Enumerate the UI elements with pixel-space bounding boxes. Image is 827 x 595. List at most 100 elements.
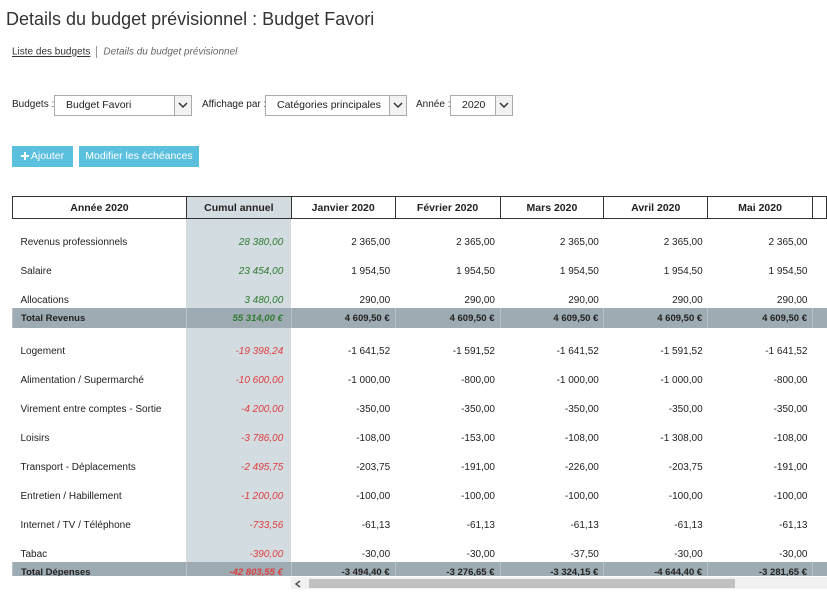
data-row: Alimentation / Supermarché -10 600,00 -1 0… [13, 359, 827, 388]
cumul-cell: 55 314,00 € [185, 308, 292, 328]
cumul-cell: -2 495,75 [186, 446, 292, 475]
month-cell: 1 954,50 [768, 266, 808, 277]
month-cell: -61,13 [466, 520, 495, 531]
month-cell: -3 494,40 € [290, 562, 396, 576]
month-cell: 2 365,00 [559, 237, 599, 248]
cumul-cell: -42 803,55 € [185, 562, 292, 576]
overflow-cell [812, 219, 826, 250]
month-cell: -30,00 [466, 549, 495, 560]
month-cell: -800,00 [773, 375, 808, 386]
spacer-cell [186, 218, 292, 219]
month-cell: 4 609,50 € [707, 308, 813, 328]
month-cell: -3 276,65 € [394, 562, 500, 576]
overflow-cell [812, 359, 826, 388]
filter-label: Budgets : [12, 99, 55, 110]
button-label: Ajouter [30, 150, 65, 162]
month-cell: 290,00 [464, 295, 495, 306]
month-cell: -1 308,00 [660, 433, 703, 444]
month-cell: -30,00 [674, 549, 703, 560]
month-cell: -108,00 [356, 433, 391, 444]
data-row: Tabac -390,00 -30,00 -30,00 -37,50 -30,00 -30,… [13, 533, 827, 562]
overflow-cell [812, 533, 826, 562]
month-cell: 4 609,50 € [603, 308, 708, 328]
chevron [389, 96, 406, 115]
month-cell: -61,13 [361, 520, 391, 531]
overflow-cell [812, 250, 826, 279]
header-cell: Mai 2020 [707, 196, 813, 219]
select-value: Catégories principales [277, 99, 381, 111]
month-cell: -100,00 [461, 491, 495, 502]
month-cell: -350,00 [356, 404, 391, 415]
month-cell: -37,50 [570, 549, 599, 560]
month-cell: 290,00 [568, 295, 599, 306]
month-cell: -1 000,00 [556, 375, 599, 386]
plus-icon [20, 151, 29, 160]
breadcrumb-current: Details du budget prévisionnel [103, 46, 238, 58]
month-cell: -61,13 [779, 520, 808, 531]
overflow-cell [812, 279, 826, 308]
month-cell: 290,00 [359, 295, 391, 306]
month-cell: -61,13 [570, 520, 599, 531]
total-row: Total Dépenses -42 803,55 € -3 494,40 € -3 … [12, 562, 827, 576]
month-cell: -100,00 [668, 491, 703, 502]
month-cell: -100,00 [773, 491, 808, 502]
month-cell: -30,00 [361, 549, 391, 560]
budget-table: Année 2020 Cumul annuel Janvier 2020 Févrie… [12, 196, 827, 576]
month-cell: 2 365,00 [351, 237, 391, 248]
row-label: Transport - Déplacements [20, 462, 136, 473]
header-cell: Avril 2020 [603, 196, 709, 219]
month-cell: -3 324,15 € [499, 562, 604, 576]
header-cell: Année 2020 [12, 196, 187, 219]
add-button[interactable]: Ajouter [12, 146, 73, 167]
month-cell: 2 365,00 [768, 237, 808, 248]
month-cell: 1 954,50 [456, 266, 495, 277]
cumul-cell: -390,00 [186, 533, 292, 562]
edit-button[interactable]: Modifier les échéances [79, 146, 199, 167]
month-cell: 1 954,50 [559, 266, 599, 277]
spacer [13, 218, 827, 219]
display-select[interactable]: Catégories principales [265, 95, 407, 116]
button-label: Modifier les échéances [85, 150, 193, 162]
month-cell: -3 281,65 € [707, 562, 813, 576]
filter-label: Affichage par : [202, 99, 267, 110]
data-row: Loisirs -3 786,00 -108,00 -153,00 -108,00 -1 … [13, 417, 827, 446]
chevron [495, 96, 512, 115]
cumul-cell: -19 398,24 [186, 328, 292, 359]
header-cell [811, 196, 827, 219]
row-label: Total Revenus [12, 308, 187, 328]
data-row: Salaire 23 454,00 1 954,50 1 954,50 1 954,50… [13, 250, 827, 279]
month-cell: -153,00 [461, 433, 495, 444]
month-cell: -191,00 [461, 462, 495, 473]
month-cell: -1 000,00 [347, 375, 391, 386]
overflow-cell [811, 562, 827, 576]
overflow-cell [812, 328, 826, 359]
month-cell: 4 609,50 € [394, 308, 500, 328]
month-cell: 2 365,00 [456, 237, 495, 248]
cumul-cell: 28 380,00 [186, 219, 292, 250]
month-cell: -1 641,52 [765, 346, 808, 357]
data-row: Virement entre comptes - Sortie -4 200,00… [13, 388, 827, 417]
data-row: Allocations 3 480,00 290,00 290,00 290,00 290… [13, 279, 827, 308]
overflow-cell [811, 308, 827, 328]
month-cell: -1 641,52 [556, 346, 599, 357]
cumul-cell: -1 200,00 [186, 475, 292, 504]
header-row: Année 2020 Cumul annuel Janvier 2020 Févrie… [12, 196, 827, 219]
header-cell: Mars 2020 [499, 196, 605, 219]
scroll-thumb[interactable] [309, 579, 735, 588]
month-cell: -108,00 [773, 433, 808, 444]
row-label: Virement entre comptes - Sortie [20, 404, 162, 415]
cumul-cell: -10 600,00 [186, 359, 292, 388]
chevron-icon [178, 102, 188, 109]
month-cell: -350,00 [564, 404, 599, 415]
data-row: Logement -19 398,24 -1 641,52 -1 591,52 -1 6… [13, 328, 827, 359]
month-cell: -30,00 [779, 549, 808, 560]
month-cell: -350,00 [668, 404, 703, 415]
month-cell: 290,00 [672, 295, 703, 306]
year-select[interactable]: 2020 [450, 95, 513, 116]
overflow-cell [812, 417, 826, 446]
row-label: Revenus professionnels [20, 237, 128, 248]
header-cell: Cumul annuel [185, 196, 292, 219]
month-cell: -350,00 [773, 404, 808, 415]
budget-select[interactable]: Budget Favori [54, 95, 192, 116]
breadcrumb-link[interactable]: Liste des budgets [12, 46, 91, 58]
